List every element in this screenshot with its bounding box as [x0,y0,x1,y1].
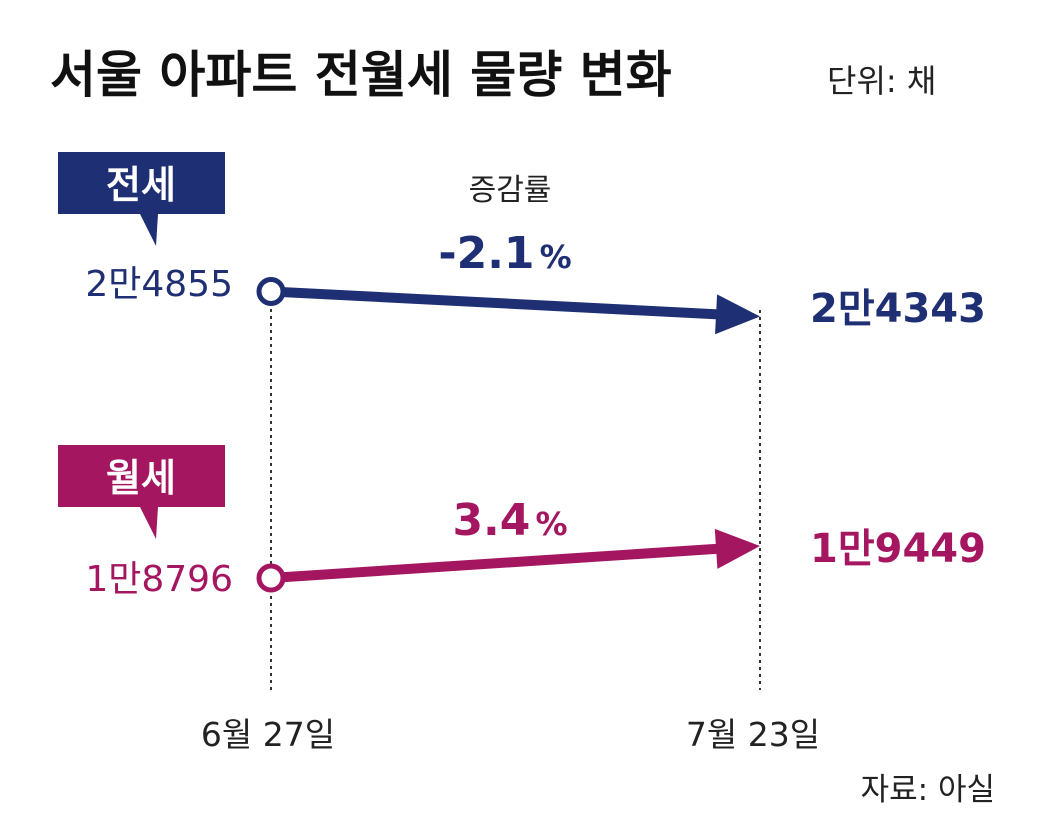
chart-title: 서울 아파트 전월세 물량 변화 [50,46,672,104]
data-label-jeonse-end: 2만4343 [810,286,986,332]
series-arrow-jeonse [715,294,760,335]
series-badge-wolse [58,445,225,539]
source-label: 자료: 아실 [861,772,995,808]
change-number-wolse: 3.4 [452,495,530,546]
series-arrow-wolse [714,528,760,569]
data-label-jeonse-start: 2만4855 [85,264,233,305]
x-tick-label-start: 6월 27일 [201,715,335,754]
series-line-jeonse [270,286,719,320]
data-point-jeonse-start [256,276,286,306]
change-sign-wolse: % [535,505,567,543]
data-label-wolse-end: 1만9449 [810,526,986,572]
change-label-jeonse: -2.1 % [438,228,571,279]
x-tick-label-end: 7월 23일 [686,715,820,754]
change-number-jeonse: -2.1 [438,228,534,279]
series-line-wolse [270,543,719,583]
rate-label: 증감률 [469,173,552,208]
unit-label: 단위: 채 [827,62,936,100]
series-badge-jeonse [58,152,225,246]
data-label-wolse-start: 1만8796 [85,559,233,600]
series-badge-label-wolse: 월세 [106,456,176,500]
data-point-wolse-start [256,563,286,593]
change-label-wolse: 3.4 % [452,495,567,546]
change-sign-jeonse: % [540,238,572,276]
series-badge-label-jeonse: 전세 [106,163,176,207]
